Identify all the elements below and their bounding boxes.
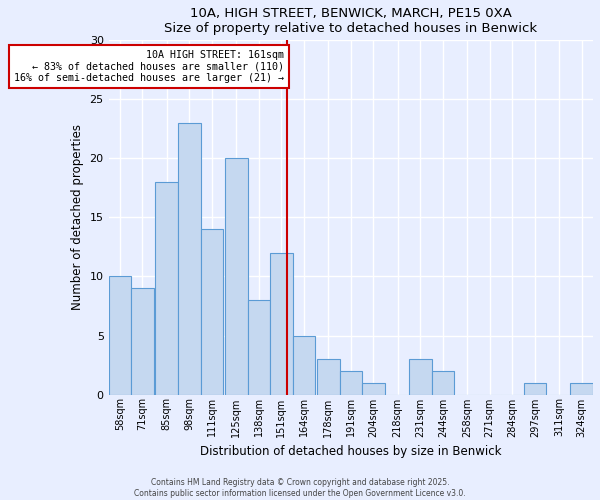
Y-axis label: Number of detached properties: Number of detached properties <box>71 124 84 310</box>
Bar <box>270 253 293 394</box>
Bar <box>524 383 546 394</box>
Bar <box>155 182 178 394</box>
Bar <box>248 300 270 394</box>
Bar <box>362 383 385 394</box>
Bar <box>131 288 154 395</box>
Bar <box>178 123 200 394</box>
Bar <box>340 371 362 394</box>
Bar <box>409 359 431 394</box>
Bar <box>200 229 223 394</box>
Title: 10A, HIGH STREET, BENWICK, MARCH, PE15 0XA
Size of property relative to detached: 10A, HIGH STREET, BENWICK, MARCH, PE15 0… <box>164 7 538 35</box>
Bar <box>293 336 315 394</box>
Text: 10A HIGH STREET: 161sqm
← 83% of detached houses are smaller (110)
16% of semi-d: 10A HIGH STREET: 161sqm ← 83% of detache… <box>14 50 284 83</box>
Bar <box>225 158 248 394</box>
Bar <box>317 359 340 394</box>
X-axis label: Distribution of detached houses by size in Benwick: Distribution of detached houses by size … <box>200 445 502 458</box>
Bar <box>431 371 454 394</box>
Text: Contains HM Land Registry data © Crown copyright and database right 2025.
Contai: Contains HM Land Registry data © Crown c… <box>134 478 466 498</box>
Bar <box>109 276 131 394</box>
Bar <box>571 383 593 394</box>
